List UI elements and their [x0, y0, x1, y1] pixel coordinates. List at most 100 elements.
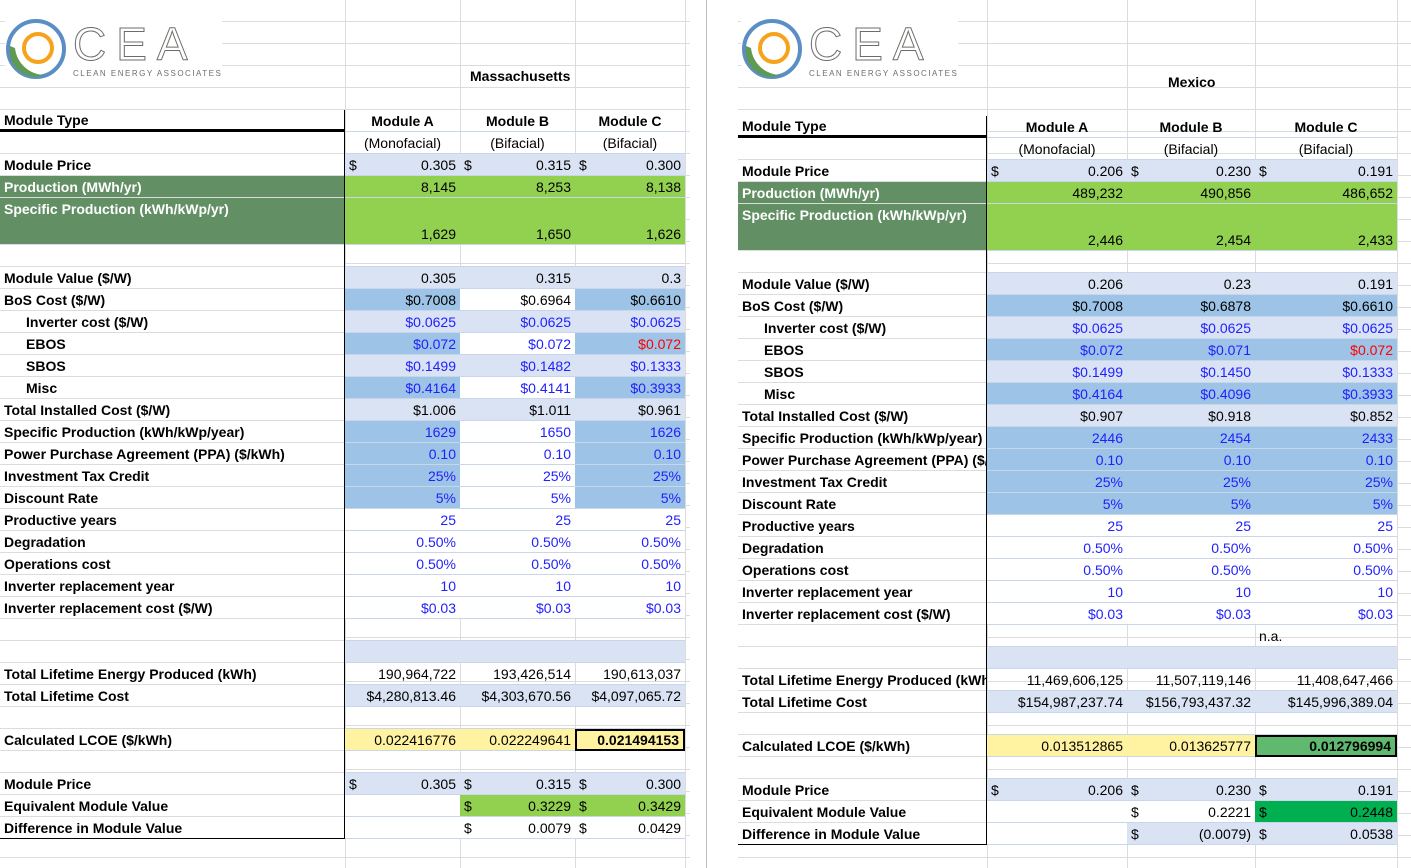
value-cell[interactable] [460, 245, 575, 267]
value-cell[interactable]: 190,964,722 [345, 663, 460, 685]
value-cell[interactable]: 0.10 [345, 443, 460, 465]
value-cell[interactable] [1127, 647, 1255, 669]
value-cell[interactable]: $0.4096 [1127, 383, 1255, 405]
value-cell[interactable] [460, 641, 575, 663]
value-cell[interactable]: $0.1482 [460, 355, 575, 377]
value-cell[interactable]: $0.03 [575, 597, 685, 619]
value-cell[interactable]: 0.10 [987, 449, 1127, 471]
value-cell[interactable] [345, 245, 460, 267]
value-cell[interactable]: 0.50% [460, 531, 575, 553]
value-cell[interactable]: $0.918 [1127, 405, 1255, 427]
value-cell[interactable]: $0.3429 [575, 795, 685, 817]
value-cell[interactable] [345, 817, 460, 839]
value-cell[interactable] [1255, 251, 1397, 273]
value-cell[interactable]: $0.0625 [1255, 317, 1397, 339]
value-cell[interactable]: $0.071 [1127, 339, 1255, 361]
value-cell[interactable]: 25% [460, 465, 575, 487]
value-cell[interactable]: $1.006 [345, 399, 460, 421]
value-cell[interactable]: 25% [1255, 471, 1397, 493]
value-cell[interactable]: 0.50% [345, 531, 460, 553]
value-cell[interactable]: $0.072 [987, 339, 1127, 361]
value-cell[interactable]: $0.0625 [345, 311, 460, 333]
value-cell[interactable]: $0.2221 [1127, 801, 1255, 823]
value-cell[interactable]: $0.206 [987, 160, 1127, 182]
value-cell[interactable]: 25% [1127, 471, 1255, 493]
column-header[interactable]: Module A [345, 110, 460, 132]
value-cell[interactable] [987, 625, 1127, 647]
value-cell[interactable]: 25 [575, 509, 685, 531]
value-cell[interactable]: 1,629 [345, 198, 460, 245]
value-cell[interactable]: 1,626 [575, 198, 685, 245]
value-cell[interactable]: $0.03 [345, 597, 460, 619]
value-cell[interactable]: 0.10 [1255, 449, 1397, 471]
value-cell[interactable]: 10 [1255, 581, 1397, 603]
value-cell[interactable]: 0.10 [1127, 449, 1255, 471]
value-cell[interactable]: $0.300 [575, 154, 685, 176]
value-cell[interactable]: 2,454 [1127, 204, 1255, 251]
value-cell[interactable]: $1.011 [460, 399, 575, 421]
value-cell[interactable] [1255, 757, 1397, 779]
value-cell[interactable]: $0.6964 [460, 289, 575, 311]
value-cell[interactable]: (Monofacial) [345, 132, 460, 154]
value-cell[interactable]: 5% [345, 487, 460, 509]
value-cell[interactable]: 11,507,119,146 [1127, 669, 1255, 691]
value-cell[interactable]: $0.1333 [1255, 361, 1397, 383]
value-cell[interactable] [1127, 713, 1255, 735]
value-cell[interactable]: $0.0625 [575, 311, 685, 333]
value-cell[interactable]: $0.1333 [575, 355, 685, 377]
value-cell[interactable]: 5% [1255, 493, 1397, 515]
value-cell[interactable]: 0.022249641 [460, 729, 575, 751]
value-cell[interactable]: $0.3933 [1255, 383, 1397, 405]
value-cell[interactable]: $0.0625 [460, 311, 575, 333]
value-cell[interactable]: 486,652 [1255, 182, 1397, 204]
value-cell[interactable] [460, 751, 575, 773]
value-cell[interactable]: 0.50% [987, 537, 1127, 559]
value-cell[interactable]: $0.191 [1255, 779, 1397, 801]
value-cell[interactable]: 2,446 [987, 204, 1127, 251]
value-cell[interactable]: $0.072 [345, 333, 460, 355]
value-cell[interactable] [345, 641, 460, 663]
value-cell[interactable]: $0.1499 [345, 355, 460, 377]
value-cell[interactable]: $0.7008 [345, 289, 460, 311]
value-cell[interactable] [345, 619, 460, 641]
value-cell[interactable]: 2446 [987, 427, 1127, 449]
value-cell[interactable]: $4,097,065.72 [575, 685, 685, 707]
value-cell[interactable]: 0.315 [460, 267, 575, 289]
value-cell[interactable]: 0.50% [987, 559, 1127, 581]
value-cell[interactable] [1127, 251, 1255, 273]
value-cell[interactable]: $0.206 [987, 779, 1127, 801]
value-cell[interactable] [575, 707, 685, 729]
value-cell[interactable]: 25 [345, 509, 460, 531]
value-cell[interactable]: $0.03 [987, 603, 1127, 625]
value-cell[interactable]: $0.315 [460, 773, 575, 795]
value-cell[interactable]: 10 [460, 575, 575, 597]
column-header[interactable]: Module C [575, 110, 685, 132]
value-cell[interactable] [987, 757, 1127, 779]
value-cell[interactable]: 0.013512865 [987, 735, 1127, 757]
value-cell[interactable]: 0.013625777 [1127, 735, 1255, 757]
value-cell[interactable]: $0.230 [1127, 160, 1255, 182]
value-cell[interactable]: 0.012796994 [1255, 735, 1397, 757]
value-cell[interactable]: $0.03 [1255, 603, 1397, 625]
value-cell[interactable] [1255, 713, 1397, 735]
value-cell[interactable] [460, 619, 575, 641]
value-cell[interactable] [1127, 757, 1255, 779]
column-header[interactable]: Module B [460, 110, 575, 132]
value-cell[interactable]: 8,145 [345, 176, 460, 198]
value-cell[interactable]: 0.305 [345, 267, 460, 289]
value-cell[interactable]: $0.907 [987, 405, 1127, 427]
value-cell[interactable]: 2,433 [1255, 204, 1397, 251]
value-cell[interactable] [1255, 647, 1397, 669]
value-cell[interactable]: n.a. [1255, 625, 1397, 647]
value-cell[interactable]: $156,793,437.32 [1127, 691, 1255, 713]
value-cell[interactable]: $0.0079 [460, 817, 575, 839]
value-cell[interactable]: $0.6610 [575, 289, 685, 311]
value-cell[interactable]: $0.0538 [1255, 823, 1397, 845]
value-cell[interactable]: 10 [987, 581, 1127, 603]
value-cell[interactable]: 0.022416776 [345, 729, 460, 751]
value-cell[interactable]: (Bifacial) [1127, 138, 1255, 160]
value-cell[interactable] [345, 795, 460, 817]
value-cell[interactable]: 10 [575, 575, 685, 597]
value-cell[interactable]: 10 [1127, 581, 1255, 603]
value-cell[interactable] [987, 823, 1127, 845]
